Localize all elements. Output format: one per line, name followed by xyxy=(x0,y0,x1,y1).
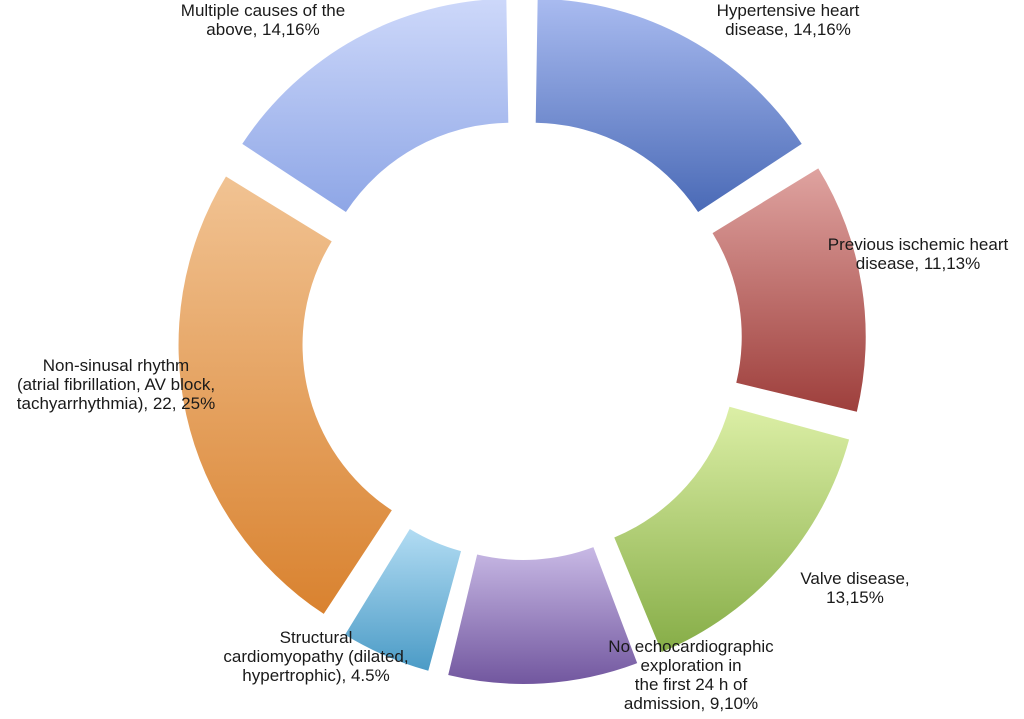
slice-label-line: Multiple causes of the xyxy=(181,1,345,20)
slice-label-3: Valve disease, 13,15% xyxy=(800,569,909,607)
donut-slice-3 xyxy=(614,406,850,653)
slice-label-line: (atrial fibrillation, AV block, xyxy=(17,375,215,394)
slice-label-line: Valve disease, xyxy=(800,569,909,588)
slice-label-5: Structural cardiomyopathy (dilated, hypert… xyxy=(223,628,408,685)
slice-label-line: Non-sinusal rhythm xyxy=(43,356,189,375)
slice-label-line: 13,15% xyxy=(826,588,884,607)
donut-slice-2 xyxy=(712,168,866,412)
slice-label-line: tachyarrhythmia), 22, 25% xyxy=(17,394,215,413)
slice-label-line: cardiomyopathy (dilated, xyxy=(223,647,408,666)
slice-label-line: No echocardiographic xyxy=(608,637,774,656)
slice-label-line: above, 14,16% xyxy=(206,20,319,39)
slice-label-line: Structural xyxy=(280,628,353,647)
slice-label-line: admission, 9,10% xyxy=(624,694,758,713)
slice-label-line: the first 24 h of xyxy=(635,675,748,694)
labels-layer: Hypertensive heart disease, 14,16% Previou… xyxy=(17,1,1009,713)
donut-slice-6 xyxy=(178,176,392,614)
slice-label-line: disease, 14,16% xyxy=(725,20,851,39)
slice-label-line: disease, 11,13% xyxy=(856,254,980,273)
donut-slice-5 xyxy=(345,529,462,671)
slice-label-line: Hypertensive heart xyxy=(717,1,860,20)
slice-label-7: Multiple causes of the above, 14,16% xyxy=(181,1,345,39)
slice-label-4: No echocardiographic exploration in the fi… xyxy=(608,637,774,713)
slice-label-line: exploration in xyxy=(640,656,741,675)
donut-slice-1 xyxy=(535,0,802,213)
slice-label-2: Previous ischemic heart disease, 11,13% xyxy=(828,235,1009,273)
slice-label-line: Previous ischemic heart xyxy=(828,235,1009,254)
slices-layer xyxy=(178,0,866,684)
slice-label-6: Non-sinusal rhythm (atrial fibrillation, … xyxy=(17,356,215,413)
donut-slice-7 xyxy=(242,0,509,213)
slice-label-1: Hypertensive heart disease, 14,16% xyxy=(717,1,860,39)
slice-label-line: hypertrophic), 4.5% xyxy=(242,666,389,685)
donut-slice-4 xyxy=(448,547,638,684)
